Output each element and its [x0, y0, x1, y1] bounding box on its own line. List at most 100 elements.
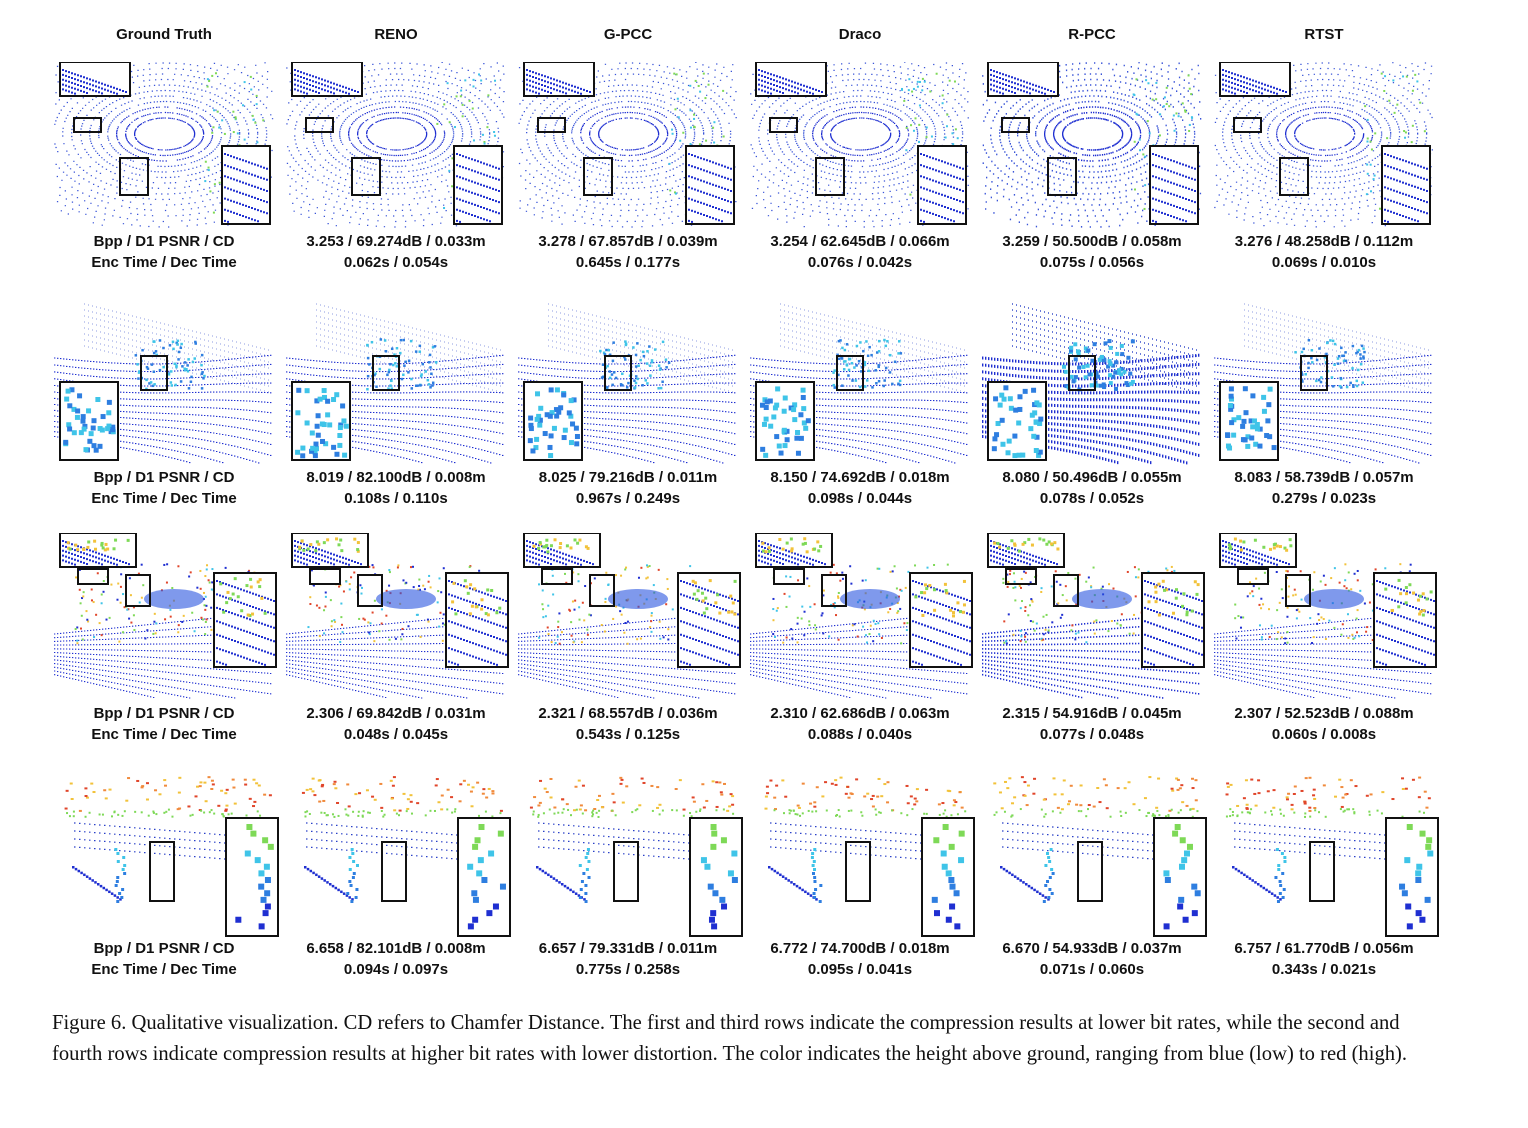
point-cloud-panel	[54, 62, 274, 228]
enc-dec-time: 0.645s / 0.177s	[575, 254, 681, 271]
legend-line-2: Enc Time / Dec Time	[91, 490, 237, 507]
metric-values: 8.083 / 58.739dB / 0.057m 0.279s / 0.023s	[1208, 467, 1440, 509]
zoom-box	[351, 157, 381, 196]
point-cloud-render	[518, 303, 736, 464]
zoom-inset	[1219, 533, 1297, 568]
metric-values: 3.254 / 62.645dB / 0.066m 0.076s / 0.042s	[744, 231, 976, 273]
point-cloud-panel	[286, 298, 504, 464]
zoom-box	[1300, 355, 1328, 391]
point-cloud-panel	[1214, 62, 1433, 228]
metric-values: 2.321 / 68.557dB / 0.036m 0.543s / 0.125s	[512, 703, 744, 745]
zoom-inset	[677, 572, 741, 668]
metric-values: 6.658 / 82.101dB / 0.008m 0.094s / 0.097s	[280, 938, 512, 980]
zoom-box	[604, 355, 632, 391]
legend-line-2: Enc Time / Dec Time	[91, 961, 237, 978]
zoom-inset	[755, 533, 833, 568]
zoom-box	[1279, 157, 1309, 196]
point-cloud-render	[764, 776, 975, 937]
point-cloud-render	[518, 533, 741, 699]
metric-values: 8.025 / 79.216dB / 0.011m 0.967s / 0.249s	[512, 467, 744, 509]
point-cloud-panel	[1214, 768, 1439, 937]
point-cloud-render	[982, 62, 1202, 228]
zoom-inset	[453, 145, 503, 225]
zoom-box	[1285, 574, 1311, 607]
zoom-inset	[1149, 145, 1199, 225]
metric-values: 8.019 / 82.100dB / 0.008m 0.108s / 0.110s	[280, 467, 512, 509]
zoom-box	[1047, 157, 1077, 196]
zoom-inset	[291, 62, 363, 97]
zoom-box	[149, 841, 175, 902]
point-cloud-panel	[982, 768, 1207, 937]
zoom-box	[305, 117, 334, 133]
point-cloud-render	[982, 303, 1200, 465]
zoom-inset	[987, 533, 1065, 568]
zoom-inset	[1219, 62, 1291, 97]
zoom-inset	[917, 145, 967, 225]
point-cloud	[750, 303, 968, 464]
point-cloud-panel	[1214, 298, 1432, 464]
point-cloud-render	[1214, 533, 1437, 699]
point-cloud	[529, 776, 735, 903]
bpp-psnr-cd: 3.276 / 48.258dB / 0.112m	[1234, 233, 1414, 250]
zoom-box	[1053, 574, 1079, 607]
bpp-psnr-cd: 6.658 / 82.101dB / 0.008m	[306, 940, 486, 957]
bpp-psnr-cd: 8.083 / 58.739dB / 0.057m	[1234, 469, 1414, 486]
point-cloud-render	[286, 303, 504, 464]
zoom-inset	[755, 62, 827, 97]
point-cloud-render	[750, 533, 973, 699]
point-cloud-render	[982, 533, 1205, 699]
enc-dec-time: 0.088s / 0.040s	[807, 726, 913, 743]
zoom-inset	[685, 145, 735, 225]
legend-line-1: Bpp / D1 PSNR / CD	[93, 705, 235, 722]
zoom-box	[140, 355, 168, 391]
point-cloud	[982, 563, 1200, 699]
point-cloud-render	[1225, 776, 1439, 937]
legend-line-1: Bpp / D1 PSNR / CD	[93, 940, 235, 957]
metric-values: 6.657 / 79.331dB / 0.011m 0.775s / 0.258s	[512, 938, 744, 980]
zoom-box	[309, 568, 341, 585]
bpp-psnr-cd: 6.772 / 74.700dB / 0.018m	[770, 940, 950, 957]
point-cloud	[1214, 62, 1433, 228]
zoom-inset	[213, 572, 277, 668]
zoom-inset	[1385, 817, 1439, 937]
point-cloud	[1214, 563, 1432, 699]
bpp-psnr-cd: 2.321 / 68.557dB / 0.036m	[538, 705, 718, 722]
point-cloud-render	[1214, 303, 1432, 464]
metric-values: 3.276 / 48.258dB / 0.112m 0.069s / 0.010s	[1208, 231, 1440, 273]
bpp-psnr-cd: 3.254 / 62.645dB / 0.066m	[770, 233, 950, 250]
zoom-box	[537, 117, 566, 133]
zoom-box	[773, 568, 805, 585]
bpp-psnr-cd: 2.306 / 69.842dB / 0.031m	[306, 705, 486, 722]
metric-values: 2.310 / 62.686dB / 0.063m 0.088s / 0.040s	[744, 703, 976, 745]
enc-dec-time: 0.078s / 0.052s	[1039, 490, 1145, 507]
column-header: RENO	[374, 26, 418, 43]
point-cloud-render	[54, 533, 277, 699]
point-cloud-panel	[286, 62, 505, 228]
column-header: R-PCC	[1068, 26, 1116, 43]
point-cloud-panel	[518, 768, 743, 937]
metric-values: 6.757 / 61.770dB / 0.056m 0.343s / 0.021s	[1208, 938, 1440, 980]
point-cloud-render	[750, 62, 969, 228]
point-cloud-panel	[982, 533, 1205, 699]
metric-values: 8.150 / 74.692dB / 0.018m 0.098s / 0.044s	[744, 467, 976, 509]
zoom-box	[1233, 117, 1262, 133]
point-cloud-render	[518, 62, 737, 228]
point-cloud	[1225, 776, 1431, 903]
zoom-box	[372, 355, 400, 391]
zoom-inset	[59, 381, 119, 461]
metric-values: 2.315 / 54.916dB / 0.045m 0.077s / 0.048s	[976, 703, 1208, 745]
point-cloud-render	[1214, 62, 1433, 228]
point-cloud-panel	[1214, 533, 1437, 699]
point-cloud-render	[64, 776, 279, 937]
zoom-box	[1005, 568, 1037, 585]
column-header: Ground Truth	[116, 26, 212, 43]
zoom-inset	[1141, 572, 1205, 668]
zoom-inset	[523, 533, 601, 568]
enc-dec-time: 0.077s / 0.048s	[1039, 726, 1145, 743]
metric-values: 3.259 / 50.500dB / 0.058m 0.075s / 0.056s	[976, 231, 1208, 273]
zoom-box	[815, 157, 845, 196]
zoom-inset	[1153, 817, 1207, 937]
point-cloud-render	[301, 776, 511, 937]
bpp-psnr-cd: 8.080 / 50.496dB / 0.055m	[1002, 469, 1182, 486]
enc-dec-time: 0.108s / 0.110s	[344, 490, 448, 507]
